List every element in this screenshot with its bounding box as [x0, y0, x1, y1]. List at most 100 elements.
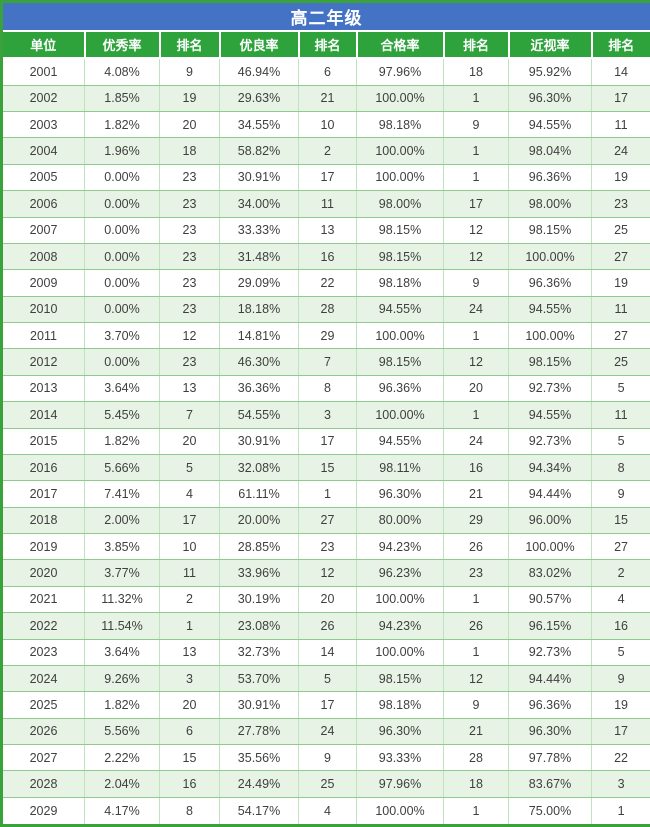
value-cell: 5.66%	[84, 453, 160, 482]
table-row: 2010 0.00% 23 18.18% 28 94.55% 24 94.55% 11	[1, 295, 650, 324]
value-cell: 23	[159, 163, 220, 192]
unit-cell: 2019	[1, 533, 85, 561]
value-cell: 19	[590, 691, 650, 719]
value-cell: 94.34%	[508, 453, 592, 482]
value-cell: 11	[590, 401, 650, 429]
unit-cell: 2028	[1, 770, 85, 798]
value-cell: 96.30%	[356, 480, 444, 508]
value-cell: 93.33%	[356, 744, 444, 772]
table-row: 2020 3.77% 11 33.96% 12 96.23% 23 83.02% 2	[1, 559, 650, 587]
value-cell: 21	[443, 480, 509, 508]
value-cell: 1	[443, 322, 509, 350]
value-cell: 22	[298, 269, 357, 297]
value-cell: 5	[298, 664, 357, 693]
unit-cell: 2004	[1, 137, 85, 165]
table-title: 高二年级	[1, 1, 650, 32]
value-cell: 4	[159, 480, 220, 508]
table-row: 2002 1.85% 19 29.63% 21 100.00% 1 96.30% 17	[1, 84, 650, 113]
value-cell: 3.70%	[84, 322, 160, 350]
value-cell: 83.02%	[508, 559, 592, 587]
value-cell: 17	[590, 717, 650, 746]
value-cell: 23.08%	[219, 612, 299, 640]
value-cell: 1.85%	[84, 84, 160, 113]
value-cell: 29.09%	[219, 269, 299, 297]
value-cell: 17	[590, 84, 650, 113]
value-cell: 24	[443, 295, 509, 324]
value-cell: 16	[443, 453, 509, 482]
value-cell: 98.15%	[356, 242, 444, 271]
value-cell: 23	[159, 295, 220, 324]
value-cell: 98.18%	[356, 691, 444, 719]
value-cell: 29.63%	[219, 84, 299, 113]
value-cell: 7.41%	[84, 480, 160, 508]
value-cell: 7	[159, 401, 220, 429]
unit-cell: 2001	[1, 57, 85, 86]
value-cell: 12	[159, 322, 220, 350]
value-cell: 94.44%	[508, 480, 592, 508]
value-cell: 3	[159, 664, 220, 693]
value-cell: 6	[159, 717, 220, 746]
unit-cell: 2029	[1, 796, 85, 827]
table-row: 2009 0.00% 23 29.09% 22 98.18% 9 96.36% 19	[1, 269, 650, 297]
value-cell: 16	[159, 770, 220, 798]
value-cell: 98.15%	[508, 348, 592, 376]
value-cell: 14	[298, 638, 357, 666]
value-cell: 9	[443, 691, 509, 719]
value-cell: 24	[298, 717, 357, 746]
value-cell: 11	[590, 111, 650, 139]
value-cell: 21	[443, 717, 509, 746]
value-cell: 33.33%	[219, 216, 299, 244]
table-row: 2005 0.00% 23 30.91% 17 100.00% 1 96.36% 19	[1, 163, 650, 192]
value-cell: 75.00%	[508, 796, 592, 827]
table-row: 2021 11.32% 2 30.19% 20 100.00% 1 90.57% 4	[1, 585, 650, 614]
value-cell: 96.15%	[508, 612, 592, 640]
unit-cell: 2023	[1, 638, 85, 666]
value-cell: 23	[590, 190, 650, 218]
value-cell: 1.96%	[84, 137, 160, 165]
value-cell: 3.77%	[84, 559, 160, 587]
value-cell: 96.30%	[508, 717, 592, 746]
value-cell: 9	[443, 269, 509, 297]
value-cell: 25	[590, 216, 650, 244]
value-cell: 9	[443, 111, 509, 139]
value-cell: 46.30%	[219, 348, 299, 376]
value-cell: 20	[159, 691, 220, 719]
value-cell: 5	[590, 638, 650, 666]
value-cell: 1	[159, 612, 220, 640]
value-cell: 12	[298, 559, 357, 587]
value-cell: 1	[298, 480, 357, 508]
table-row: 2026 5.56% 6 27.78% 24 96.30% 21 96.30% 17	[1, 717, 650, 746]
value-cell: 96.36%	[356, 374, 444, 403]
value-cell: 100.00%	[508, 242, 592, 271]
value-cell: 98.00%	[508, 190, 592, 218]
value-cell: 20.00%	[219, 506, 299, 535]
unit-cell: 2003	[1, 111, 85, 139]
value-cell: 94.44%	[508, 664, 592, 693]
value-cell: 8	[298, 374, 357, 403]
value-cell: 94.55%	[508, 401, 592, 429]
value-cell: 18	[443, 770, 509, 798]
column-header: 排名	[158, 31, 221, 59]
value-cell: 100.00%	[356, 163, 444, 192]
value-cell: 1	[443, 638, 509, 666]
value-cell: 0.00%	[84, 348, 160, 376]
value-cell: 1	[590, 796, 650, 827]
value-cell: 22	[590, 744, 650, 772]
value-cell: 9.26%	[84, 664, 160, 693]
value-cell: 9	[590, 664, 650, 693]
value-cell: 14.81%	[219, 322, 299, 350]
value-cell: 4.08%	[84, 57, 160, 86]
value-cell: 4	[298, 796, 357, 827]
value-cell: 30.91%	[219, 427, 299, 455]
value-cell: 30.91%	[219, 691, 299, 719]
value-cell: 23	[159, 242, 220, 271]
value-cell: 95.92%	[508, 57, 592, 86]
unit-cell: 2010	[1, 295, 85, 324]
value-cell: 98.04%	[508, 137, 592, 165]
column-header: 合格率	[355, 31, 445, 59]
value-cell: 46.94%	[219, 57, 299, 86]
value-cell: 1	[443, 137, 509, 165]
value-cell: 83.67%	[508, 770, 592, 798]
value-cell: 5	[590, 374, 650, 403]
value-cell: 27.78%	[219, 717, 299, 746]
